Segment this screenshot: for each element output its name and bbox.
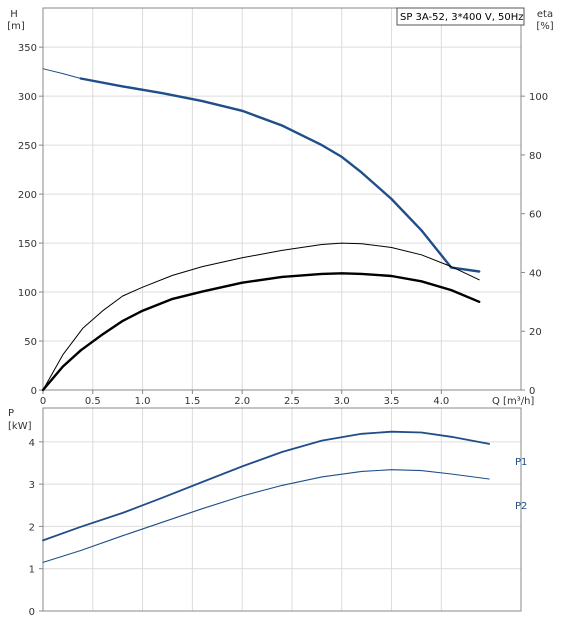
top-left-tick-label: 300 [18, 92, 37, 103]
top-x-tick-label: 0.5 [85, 396, 101, 407]
top-right-axis-unit: [%] [536, 21, 553, 32]
top-left-tick-label: 200 [18, 190, 37, 201]
bottom-plot-frame [42, 407, 522, 612]
top-left-axis-title: H [10, 9, 18, 20]
bottom-axis-unit: [kW] [8, 421, 32, 432]
curve-label-p2: P2 [515, 501, 527, 512]
series-layer [41, 68, 491, 563]
top-x-tick-label: 3.5 [384, 396, 400, 407]
curve-label-p1: P1 [515, 457, 527, 468]
top-curve-0 [42, 68, 82, 79]
top-plot-frame [42, 7, 522, 391]
top-right-tick-label: 0 [529, 386, 535, 397]
top-left-axis-unit: [m] [7, 21, 25, 32]
top-curve-4 [79, 272, 481, 352]
top-x-tick-label: 1.0 [135, 396, 151, 407]
bottom-left-tick-label: 4 [29, 438, 35, 449]
top-curve-2 [42, 242, 480, 391]
top-right-axis-title: eta [537, 9, 553, 20]
grid-layer [42, 8, 521, 612]
legend-box: SP 3A-52, 3*400 V, 50Hz [396, 7, 525, 26]
bottom-curve-p1 [42, 430, 491, 542]
top-right-tick-label: 60 [529, 210, 542, 221]
legend-text: SP 3A-52, 3*400 V, 50Hz [400, 12, 524, 23]
top-left-tick-label: 0 [31, 386, 37, 397]
top-left-tick-label: 250 [18, 141, 37, 152]
top-left-tick-label: 100 [18, 288, 37, 299]
bottom-axis-title: P [8, 408, 14, 419]
top-right-tick-label: 40 [529, 268, 542, 279]
frame-layer [39, 7, 525, 612]
legend-frame [396, 7, 525, 26]
bottom-left-tick-label: 2 [29, 522, 35, 533]
top-right-tick-label: 100 [529, 92, 548, 103]
top-x-tick-label: 2.5 [284, 396, 300, 407]
top-x-tick-label: 0 [40, 396, 46, 407]
top-curve-1 [79, 77, 481, 273]
bottom-left-tick-label: 1 [29, 565, 35, 576]
top-x-tick-label: 3.0 [334, 396, 350, 407]
top-x-tick-label: 2.0 [234, 396, 250, 407]
top-left-tick-label: 50 [24, 337, 37, 348]
top-left-tick-label: 350 [18, 43, 37, 54]
top-left-tick-label: 150 [18, 239, 37, 250]
top-x-axis-title: Q [m³/h] [492, 396, 534, 407]
top-right-tick-label: 80 [529, 151, 542, 162]
bottom-left-tick-label: 0 [29, 607, 35, 618]
top-x-tick-label: 1.5 [184, 396, 200, 407]
bottom-left-tick-label: 3 [29, 480, 35, 491]
top-right-tick-label: 20 [529, 327, 542, 338]
top-curve-3 [41, 349, 83, 392]
top-x-tick-label: 4.0 [433, 396, 449, 407]
bottom-curve-p2 [42, 469, 490, 563]
